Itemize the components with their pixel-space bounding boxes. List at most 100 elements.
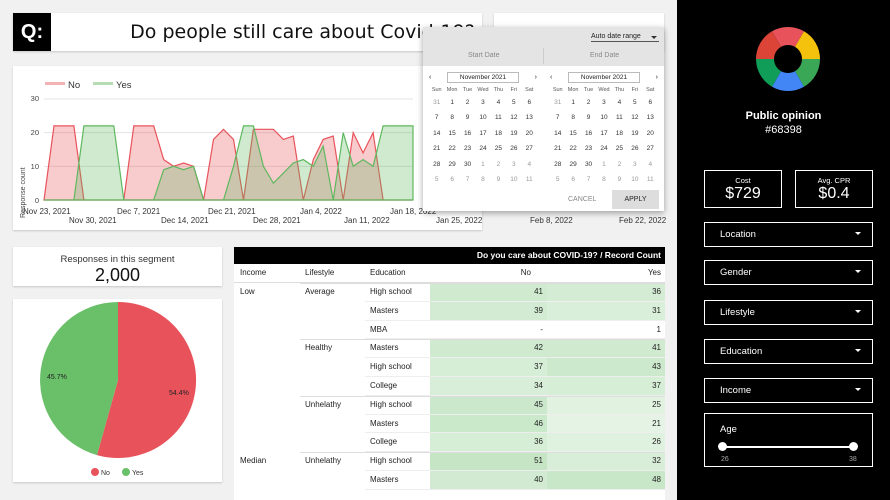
calendar-day[interactable]: 9: [586, 114, 591, 122]
calendar-day[interactable]: 1: [571, 99, 575, 106]
calendar-day[interactable]: 16: [463, 129, 472, 137]
calendar-day[interactable]: 21: [433, 145, 441, 153]
calendar-day[interactable]: 10: [631, 175, 639, 183]
calendar-day[interactable]: 13: [525, 114, 533, 122]
age-max-handle[interactable]: [849, 442, 858, 451]
end-date-field[interactable]: End Date: [590, 52, 620, 59]
calendar-day[interactable]: 25: [615, 145, 624, 153]
chevron-left-icon[interactable]: ‹: [429, 73, 432, 81]
calendar-day[interactable]: 31: [433, 99, 441, 106]
calendar-day[interactable]: 14: [433, 129, 441, 137]
calendar-day[interactable]: 22: [448, 145, 456, 153]
calendar-day[interactable]: 4: [617, 99, 622, 106]
calendar-day[interactable]: 2: [465, 99, 470, 106]
filter-education[interactable]: Education: [704, 339, 873, 364]
calendar-day[interactable]: 2: [496, 160, 501, 168]
calendar-day[interactable]: 25: [494, 145, 503, 153]
calendar-day[interactable]: 11: [616, 114, 623, 122]
date-range-picker[interactable]: Auto date range Start Date End Date ‹ No…: [423, 27, 664, 211]
calendar-day[interactable]: 6: [527, 99, 532, 106]
column-header-income[interactable]: Income: [240, 268, 267, 277]
calendar-day[interactable]: 1: [602, 160, 606, 168]
calendar-day[interactable]: 5: [555, 175, 560, 183]
calendar-day[interactable]: 12: [510, 114, 518, 122]
calendar-day[interactable]: 10: [510, 175, 518, 183]
filter-gender[interactable]: Gender: [704, 260, 873, 285]
calendar-day[interactable]: 20: [525, 129, 533, 137]
calendar-day[interactable]: 15: [448, 129, 456, 137]
calendar-day[interactable]: 8: [481, 175, 485, 183]
calendar-day[interactable]: 11: [525, 175, 533, 183]
calendar-day[interactable]: 6: [571, 175, 575, 183]
calendar-day[interactable]: 2: [617, 160, 622, 168]
calendar-day[interactable]: 4: [527, 160, 532, 168]
calendar-day[interactable]: 3: [602, 99, 606, 106]
calendar-day[interactable]: 5: [434, 175, 439, 183]
calendar-day[interactable]: 8: [602, 175, 606, 183]
chevron-right-icon[interactable]: ›: [655, 73, 658, 81]
calendar-day[interactable]: 8: [571, 114, 575, 122]
calendar-day[interactable]: 6: [450, 175, 454, 183]
calendar-day[interactable]: 28: [433, 160, 441, 168]
calendar-day[interactable]: 9: [465, 114, 470, 122]
calendar-day[interactable]: 18: [615, 129, 624, 137]
calendar-day[interactable]: 24: [600, 145, 608, 153]
calendar-day[interactable]: 29: [569, 160, 577, 168]
calendar-day[interactable]: 22: [569, 145, 577, 153]
calendar-day[interactable]: 3: [512, 160, 516, 168]
calendar-day[interactable]: 7: [555, 114, 560, 122]
calendar-day[interactable]: 9: [617, 175, 622, 183]
column-header-lifestyle[interactable]: Lifestyle: [305, 268, 335, 277]
calendar-day[interactable]: 11: [495, 114, 502, 122]
calendar-day[interactable]: 23: [463, 145, 472, 153]
month-select-left[interactable]: November 2021: [447, 71, 519, 83]
age-min-handle[interactable]: [718, 442, 727, 451]
calendar-day[interactable]: 23: [584, 145, 593, 153]
calendar-day[interactable]: 6: [648, 99, 653, 106]
calendar-day[interactable]: 28: [554, 160, 562, 168]
calendar-day[interactable]: 3: [481, 99, 485, 106]
calendar-day[interactable]: 7: [465, 175, 470, 183]
column-header-education[interactable]: Education: [370, 268, 406, 277]
calendar-day[interactable]: 13: [646, 114, 654, 122]
calendar-day[interactable]: 10: [479, 114, 487, 122]
calendar-day[interactable]: 15: [569, 129, 577, 137]
start-date-field[interactable]: Start Date: [468, 52, 500, 59]
calendar-day[interactable]: 30: [463, 160, 472, 168]
calendar-day[interactable]: 20: [646, 129, 654, 137]
filter-lifestyle[interactable]: Lifestyle: [704, 300, 873, 325]
calendar-day[interactable]: 1: [481, 160, 485, 168]
calendar-day[interactable]: 16: [584, 129, 593, 137]
calendar-day[interactable]: 5: [633, 99, 637, 106]
calendar-day[interactable]: 21: [554, 145, 562, 153]
apply-button[interactable]: APPLY: [612, 190, 659, 209]
date-range-select[interactable]: Auto date range: [591, 33, 659, 42]
calendar-day[interactable]: 24: [479, 145, 487, 153]
month-select-right[interactable]: November 2021: [568, 71, 640, 83]
calendar-day[interactable]: 11: [646, 175, 654, 183]
calendar-day[interactable]: 26: [510, 145, 518, 153]
calendar-day[interactable]: 4: [496, 99, 501, 106]
filter-age-slider[interactable]: Age 26 38: [704, 413, 873, 467]
calendar-day[interactable]: 4: [648, 160, 653, 168]
chevron-right-icon[interactable]: ›: [534, 73, 537, 81]
calendar-day[interactable]: 2: [586, 99, 591, 106]
calendar-day[interactable]: 7: [586, 175, 591, 183]
calendar-day[interactable]: 19: [631, 129, 639, 137]
calendar-day[interactable]: 18: [494, 129, 503, 137]
filter-income[interactable]: Income: [704, 378, 873, 403]
calendar-day[interactable]: 9: [496, 175, 501, 183]
timeline-legend[interactable]: No Yes: [45, 80, 132, 91]
calendar-day[interactable]: 17: [479, 129, 487, 137]
calendar-day[interactable]: 19: [510, 129, 518, 137]
column-header-yes[interactable]: Yes: [647, 268, 661, 277]
calendar-day[interactable]: 30: [584, 160, 593, 168]
age-slider-track[interactable]: [722, 446, 853, 448]
cancel-button[interactable]: CANCEL: [568, 196, 597, 203]
calendar-day[interactable]: 29: [448, 160, 456, 168]
calendar-day[interactable]: 12: [631, 114, 639, 122]
calendar-day[interactable]: 17: [600, 129, 608, 137]
calendar-day[interactable]: 14: [554, 129, 562, 137]
chevron-left-icon[interactable]: ‹: [550, 73, 553, 81]
calendar-day[interactable]: 10: [600, 114, 608, 122]
